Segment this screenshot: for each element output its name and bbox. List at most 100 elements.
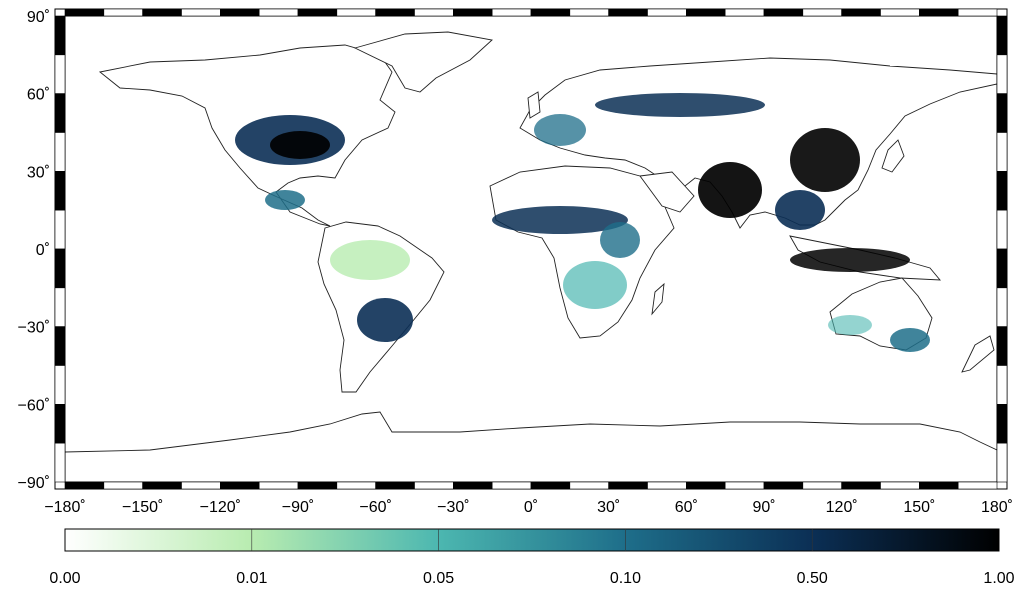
hotspot-east-africa xyxy=(600,222,640,258)
lat-tick-label: 90˚ xyxy=(27,9,50,26)
frame-segment-bottom xyxy=(686,481,726,490)
frame-segment-bottom xyxy=(530,481,571,490)
frame-segment-top xyxy=(258,8,299,17)
frame-segment-right xyxy=(996,404,1008,444)
frame-segment-top xyxy=(530,8,571,17)
frame-segment-left xyxy=(54,15,66,56)
frame-segment-left xyxy=(54,171,66,211)
colorbar-tick-label: 0.01 xyxy=(236,570,267,587)
hotspot-western-australia xyxy=(828,315,872,335)
frame-segment-bottom xyxy=(181,481,221,490)
frame-segment-top xyxy=(724,8,765,17)
hotspot-sahel xyxy=(492,206,628,234)
lon-tick-label: −180˚ xyxy=(44,499,85,516)
frame-segment-bottom xyxy=(491,481,532,490)
frame-segment-top xyxy=(957,8,998,17)
frame-segment-bottom xyxy=(336,481,376,490)
frame-segment-bottom xyxy=(763,481,804,490)
hotspot-eastern-usa-core xyxy=(270,131,330,159)
frame-segment-top xyxy=(64,8,105,17)
uk-land xyxy=(527,91,541,119)
hotspot-southern-russia xyxy=(595,93,765,117)
frame-segment-bottom xyxy=(724,481,765,490)
lon-tick-label: −120˚ xyxy=(200,499,241,516)
frame-segment-left xyxy=(54,132,66,172)
frame-segment-left xyxy=(54,93,66,133)
frame-segment-right xyxy=(996,15,1008,56)
frame-segment-right xyxy=(996,209,1008,250)
frame-segment-bottom xyxy=(802,481,842,490)
frame-segment-bottom xyxy=(569,481,609,490)
lon-tick-label: 180˚ xyxy=(981,499,1013,516)
lat-tick-label: −60˚ xyxy=(18,397,50,414)
frame-segment-top xyxy=(103,8,143,17)
hotspot-central-america xyxy=(265,190,305,210)
greenland-land xyxy=(353,31,493,93)
frame-segment-top xyxy=(880,8,920,17)
colorbar-tick-label: 1.00 xyxy=(983,570,1014,587)
frame-segment-left xyxy=(54,248,66,289)
antarctica-land xyxy=(65,411,997,482)
lon-tick-label: 0˚ xyxy=(524,499,538,516)
lon-tick-label: −150˚ xyxy=(122,499,163,516)
lon-tick-label: −60˚ xyxy=(359,499,391,516)
frame-segment-left xyxy=(54,326,66,366)
lat-tick-label: 60˚ xyxy=(27,87,50,104)
frame-segment-right xyxy=(996,132,1008,172)
lon-tick-label: 150˚ xyxy=(903,499,935,516)
madagascar-land xyxy=(651,282,665,316)
lon-tick-label: 60˚ xyxy=(675,499,698,516)
frame-segment-bottom xyxy=(103,481,143,490)
frame-segment-left xyxy=(54,365,66,405)
frame-segment-top xyxy=(491,8,532,17)
frame-segment-right xyxy=(996,365,1008,405)
frame-segment-right xyxy=(996,287,1008,327)
frame-segment-top xyxy=(181,8,221,17)
lon-tick-label: 30˚ xyxy=(597,499,620,516)
lat-tick-label: −90˚ xyxy=(18,475,50,492)
frame-segment-bottom xyxy=(880,481,920,490)
frame-segment-bottom xyxy=(841,481,881,490)
frame-segment-right xyxy=(996,171,1008,211)
frame-segment-top xyxy=(841,8,881,17)
frame-segment-top xyxy=(220,8,260,17)
frame-segment-bottom xyxy=(142,481,182,490)
lat-tick-label: 0˚ xyxy=(36,242,50,259)
frame-segments xyxy=(54,8,1008,490)
lon-tick-label: −90˚ xyxy=(282,499,314,516)
frame-segment-left xyxy=(54,209,66,250)
frame-segment-right xyxy=(996,248,1008,289)
frame-segment-top xyxy=(802,8,842,17)
new-zealand-land xyxy=(961,335,995,373)
lon-tick-label: 120˚ xyxy=(826,499,858,516)
lon-tick-label: 90˚ xyxy=(752,499,775,516)
frame-segment-top xyxy=(375,8,415,17)
lon-tick-label: −30˚ xyxy=(437,499,469,516)
frame-segment-top xyxy=(608,8,648,17)
hotspot-southern-brazil xyxy=(357,298,413,342)
frame-segment-bottom xyxy=(608,481,648,490)
frame-segment-top xyxy=(569,8,609,17)
frame-segment-top xyxy=(414,8,454,17)
frame-segment-right xyxy=(996,326,1008,366)
frame-segment-right xyxy=(996,54,1008,94)
hotspot-southeast-australia xyxy=(890,328,930,352)
hotspot-indonesia xyxy=(790,248,910,272)
frame-segment-left xyxy=(54,442,66,483)
colorbar-tick-label: 0.00 xyxy=(49,570,80,587)
intensity-layer xyxy=(235,93,930,352)
frame-segment-bottom xyxy=(220,481,260,490)
latitude-tick-labels: 90˚ 60˚ 30˚ 0˚ −30˚ −60˚ −90˚ xyxy=(18,9,50,492)
hotspot-eastern-china xyxy=(790,128,860,192)
frame-segment-top xyxy=(647,8,687,17)
frame-segment-top xyxy=(763,8,804,17)
frame-segment-bottom xyxy=(297,481,338,490)
frame-segment-bottom xyxy=(957,481,998,490)
frame-segment-bottom xyxy=(414,481,454,490)
frame-segment-bottom xyxy=(647,481,687,490)
colorbar-tick-labels: 0.00 0.01 0.05 0.10 0.50 1.00 xyxy=(49,570,1014,587)
frame-segment-bottom xyxy=(258,481,299,490)
frame-segment-left xyxy=(54,404,66,444)
frame-segment-right xyxy=(996,442,1008,483)
